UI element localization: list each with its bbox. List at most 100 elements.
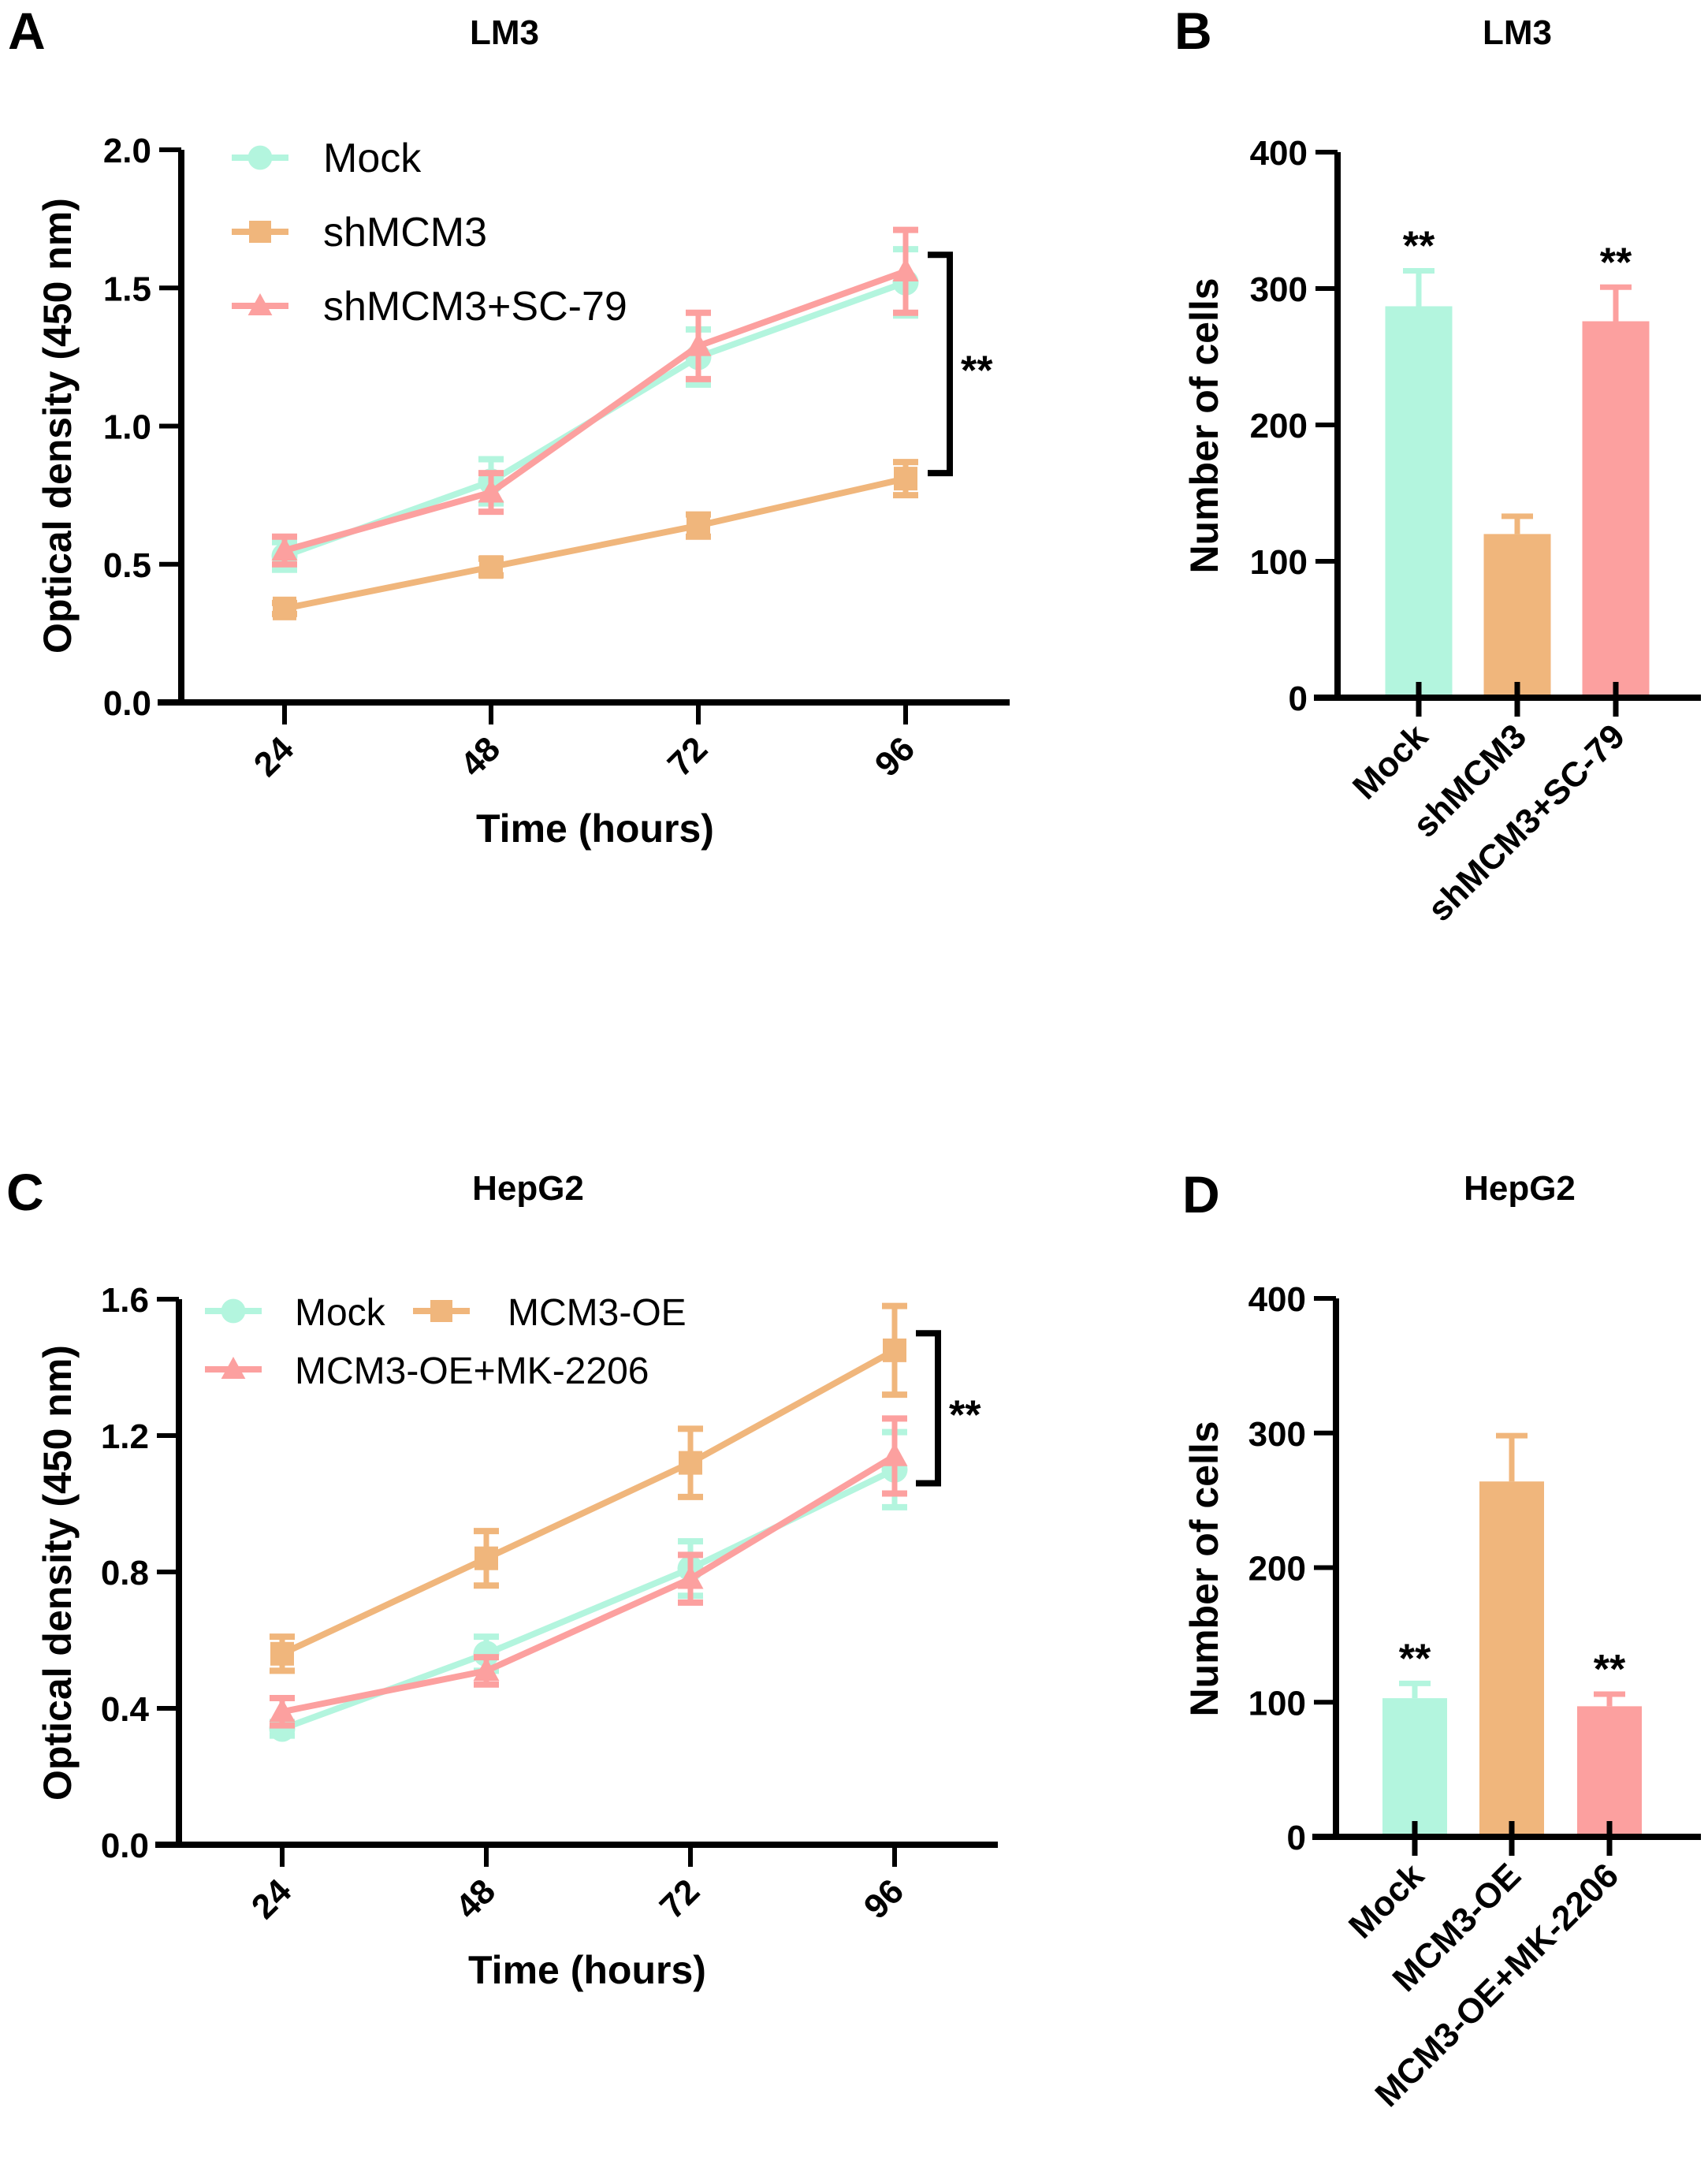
- panel-c-y-axis-title: Optical density (450 nm): [35, 1345, 80, 1801]
- panel-b-bar: [1385, 306, 1453, 698]
- panel-c-x-tick-label: 96: [857, 1872, 911, 1926]
- panel-c-x-tick-label: 48: [448, 1872, 503, 1926]
- panel-a-legend: Mock shMCM3 shMCM3+SC-79: [232, 136, 627, 330]
- panel-a-data-point: [685, 332, 712, 356]
- panel-a-title: LM3: [470, 13, 539, 52]
- panel-c-line-chart: C HepG2 Optical density (450 nm) Time (h…: [6, 1163, 998, 1992]
- panel-b-significance-label: **: [1600, 240, 1632, 285]
- panel-c-y-tick-label: 1.6: [101, 1281, 149, 1320]
- panel-d-significance-label: **: [1399, 1636, 1431, 1682]
- panel-letter-b: B: [1174, 2, 1212, 60]
- panel-c-legend: Mock MCM3-OE MCM3-OE+MK-2206: [205, 1292, 687, 1392]
- panel-a-legend-item: shMCM3+SC-79: [232, 284, 627, 330]
- panel-b-y-tick-label: 400: [1250, 134, 1308, 173]
- panel-a-x-tick-label: 48: [453, 729, 508, 784]
- panel-c-legend-label: MCM3-OE: [508, 1292, 687, 1334]
- panel-b-y-tick-label: 200: [1250, 407, 1308, 445]
- panel-b-y-tick-label: 0: [1289, 680, 1308, 718]
- panel-a-data-point: [479, 555, 503, 579]
- panel-a-legend-label: shMCM3: [323, 210, 487, 255]
- panel-a-y-tick-label: 2.0: [103, 132, 151, 170]
- panel-c-significance-bracket: [916, 1330, 941, 1487]
- panel-a-series-line: [284, 475, 906, 612]
- panel-d-y-tick-label: 200: [1248, 1550, 1306, 1589]
- panel-a-data-point: [271, 537, 298, 561]
- panel-c-significance-label: **: [949, 1392, 981, 1438]
- panel-b-y-axis-title: Number of cells: [1182, 277, 1226, 573]
- panel-c-series-line: [281, 1347, 896, 1657]
- panel-c-y-tick-label: 1.2: [101, 1417, 149, 1456]
- panel-a-legend-item: shMCM3: [232, 210, 487, 255]
- panel-b-y-tick-label: 100: [1250, 543, 1308, 582]
- panel-c-x-tick-label: 24: [244, 1872, 300, 1927]
- panel-d-y-tick-label: 400: [1248, 1280, 1306, 1319]
- panel-c-legend-item: Mock: [205, 1292, 386, 1334]
- panel-c-data-point: [474, 1546, 498, 1570]
- panel-a-plot-area: 0.0 0.5 1.0 1.5 2.0 24 48 72 96 ** Mock shMCM3 shMCM…: [103, 132, 1010, 784]
- panel-a-data-point: [478, 479, 504, 503]
- panel-c-series-mcm3-oe-mk-2206: [269, 1415, 908, 1729]
- panel-letter-d: D: [1182, 1165, 1220, 1224]
- panel-c-data-point: [679, 1451, 702, 1475]
- panel-c-data-point: [883, 1338, 906, 1362]
- panel-c-legend-marker-icon: [221, 1298, 246, 1324]
- panel-d-bar-chart: D HepG2 Number of cells ** ** 0 100 200 300 40…: [1182, 1165, 1701, 2114]
- panel-d-bar: [1479, 1481, 1544, 1837]
- panel-c-legend-label: Mock: [295, 1292, 386, 1334]
- panel-a-significance-bracket: [928, 251, 953, 477]
- panel-b-bar: [1483, 534, 1551, 698]
- panel-a-data-point: [273, 596, 296, 620]
- panel-b-category-label: Mock: [1345, 717, 1436, 807]
- panel-a-legend-label: Mock: [323, 136, 422, 181]
- panel-c-legend-item: MCM3-OE: [413, 1292, 687, 1334]
- panel-letter-a: A: [8, 2, 46, 60]
- panel-c-legend-marker-icon: [221, 1357, 246, 1379]
- panel-d-category-label: Mock: [1341, 1856, 1432, 1946]
- panel-a-x-tick-label: 24: [247, 729, 302, 784]
- panel-d-y-axis-title: Number of cells: [1182, 1421, 1226, 1716]
- panel-c-series-line: [281, 1453, 897, 1715]
- panel-c-x-tick-label: 72: [653, 1872, 707, 1926]
- panel-a-data-point: [892, 258, 919, 282]
- panel-a-legend-marker-icon: [247, 145, 273, 170]
- panel-a-legend-marker-icon: [249, 221, 271, 243]
- panel-c-data-point: [473, 1657, 500, 1682]
- panel-a-x-axis-title: Time (hours): [476, 806, 714, 851]
- panel-d-bar: [1577, 1706, 1642, 1837]
- panel-c-data-point: [270, 1641, 294, 1666]
- panel-b-bar-chart: B LM3 Number of cells ** ** 0 100 200 300 400 M…: [1174, 2, 1701, 929]
- panel-b-bar: [1582, 321, 1650, 698]
- panel-a-y-tick-label: 1.0: [103, 408, 151, 447]
- panel-a-line-chart: A LM3 Optical density (450 nm) Time (hou…: [8, 2, 1010, 851]
- panel-a-series-shmcm3-sc-79: [271, 226, 919, 568]
- panel-c-series-mcm3-oe: [270, 1302, 907, 1674]
- panel-c-title: HepG2: [472, 1169, 584, 1208]
- panel-c-legend-marker-icon: [430, 1300, 452, 1322]
- panel-a-y-tick-label: 0.0: [103, 684, 151, 723]
- panel-letter-c: C: [6, 1163, 44, 1221]
- panel-d-y-tick-label: 300: [1248, 1415, 1306, 1454]
- panel-c-legend-label: MCM3-OE+MK-2206: [295, 1350, 649, 1392]
- panel-a-legend-label: shMCM3+SC-79: [323, 284, 627, 330]
- panel-a-y-tick-label: 1.5: [103, 270, 151, 308]
- panel-c-y-tick-label: 0.8: [101, 1554, 149, 1592]
- panel-c-data-point: [269, 1698, 296, 1723]
- panel-d-significance-label: **: [1594, 1647, 1626, 1693]
- panel-a-x-tick-label: 96: [868, 729, 922, 784]
- panel-a-data-point: [894, 467, 917, 491]
- panel-d-y-tick-label: 100: [1248, 1684, 1306, 1723]
- panel-a-x-tick-label: 72: [661, 729, 715, 784]
- panel-c-data-point: [881, 1442, 908, 1466]
- panel-a-data-point: [687, 513, 710, 538]
- panel-a-y-tick-label: 0.5: [103, 546, 151, 585]
- panel-c-legend-item: MCM3-OE+MK-2206: [205, 1350, 649, 1392]
- panel-d-y-tick-label: 0: [1287, 1819, 1306, 1857]
- panel-d-title: HepG2: [1464, 1169, 1576, 1208]
- panel-a-significance-label: **: [961, 348, 993, 394]
- panel-a-series-shmcm3: [272, 459, 918, 620]
- panel-c-plot-area: 0.0 0.4 0.8 1.2 1.6 24 48 72 96 ** Mock MCM3-OE MCM3…: [101, 1281, 998, 1927]
- panel-c-y-tick-label: 0.4: [101, 1690, 150, 1729]
- panel-a-legend-item: Mock: [232, 136, 422, 181]
